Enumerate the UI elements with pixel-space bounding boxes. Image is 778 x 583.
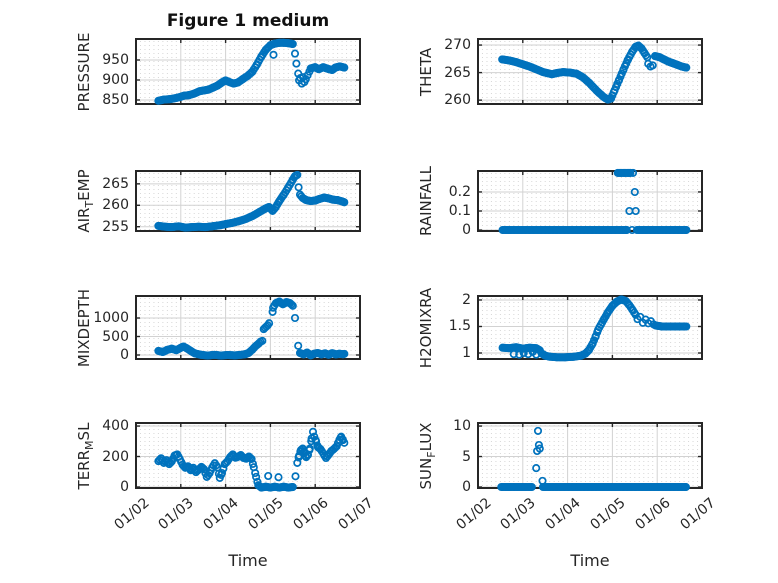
x-tick-label: 01/06 xyxy=(632,495,674,534)
y-axis-label-text: TERR xyxy=(75,449,93,489)
y-tick-label: 265 xyxy=(444,64,471,81)
axes-box xyxy=(477,422,703,489)
subplot-mixdepth-plot xyxy=(135,295,361,360)
x-tick-label: 01/04 xyxy=(542,495,584,534)
y-axis-label-mixdepth: MIXDEPTH xyxy=(74,258,94,398)
y-tick-label: 0 xyxy=(120,478,129,495)
y-tick-label: 2 xyxy=(462,291,471,308)
axes-box xyxy=(135,38,361,105)
y-axis-label-text: SUN xyxy=(417,457,435,489)
y-axis-label-text: THETA xyxy=(417,47,435,96)
minor-grid xyxy=(481,173,699,231)
x-tick-label: 01/06 xyxy=(290,495,332,534)
tick-marks xyxy=(478,39,702,104)
scatter-markers xyxy=(154,297,349,360)
y-tick-label: 900 xyxy=(102,72,129,88)
major-grid xyxy=(136,171,360,231)
figure-title: Figure 1 medium xyxy=(166,11,330,31)
minor-grid xyxy=(481,41,699,104)
tick-marks xyxy=(478,423,702,488)
y-axis-label-air-temp: AIRTEMP xyxy=(74,131,96,271)
y-tick-label: 200 xyxy=(102,448,129,465)
y-tick-label: 265 xyxy=(102,175,129,192)
scatter-markers xyxy=(154,427,349,492)
y-axis-label-text: EMP xyxy=(75,169,93,201)
y-axis-label-text: AIR xyxy=(75,207,93,233)
tick-marks xyxy=(136,39,360,104)
y-tick-label: 0.2 xyxy=(448,183,471,200)
axes-box xyxy=(135,170,361,232)
y-axis-label-text: PRESSURE xyxy=(75,32,93,111)
y-tick-label: 0 xyxy=(120,347,129,363)
y-tick-label: 5 xyxy=(462,448,471,465)
y-tick-label: 0.1 xyxy=(448,203,471,219)
x-axis-label: Time xyxy=(228,551,268,570)
y-axis-label-pressure: PRESSURE xyxy=(74,2,94,142)
minor-grid xyxy=(481,425,699,488)
y-axis-label-text: LUX xyxy=(417,422,435,451)
x-tick-label: 01/05 xyxy=(587,495,629,534)
scatter-markers xyxy=(498,295,691,362)
x-tick-label: 01/02 xyxy=(111,495,153,534)
major-grid xyxy=(478,39,702,104)
x-tick-label: 01/03 xyxy=(497,495,540,534)
tick-marks xyxy=(136,423,360,488)
y-tick-label: 400 xyxy=(102,418,129,435)
x-tick-label: 01/02 xyxy=(453,495,495,534)
subplot-theta-plot xyxy=(477,38,703,105)
y-tick-label: 0 xyxy=(462,479,471,496)
y-axis-label-subscript: F xyxy=(425,450,438,458)
scatter-markers xyxy=(497,426,690,492)
y-tick-label: 1000 xyxy=(93,310,129,326)
scatter-markers xyxy=(154,170,349,232)
y-tick-label: 260 xyxy=(444,92,471,109)
y-axis-label-text: MIXDEPTH xyxy=(75,288,93,367)
y-axis-label-text: H2OMIXRA xyxy=(417,287,435,368)
axes-box xyxy=(477,295,703,360)
x-axis-label: Time xyxy=(570,551,610,570)
subplot-air-temp-plot xyxy=(135,170,361,232)
y-tick-label: 10 xyxy=(453,418,471,435)
axes-box xyxy=(135,422,361,489)
y-tick-label: 260 xyxy=(102,197,129,214)
y-tick-label: 950 xyxy=(102,52,129,68)
x-tick-label: 01/04 xyxy=(200,495,242,534)
y-tick-label: 0 xyxy=(462,222,471,239)
x-tick-label: 01/07 xyxy=(335,495,377,534)
y-axis-label-terr-msl: TERRMSL xyxy=(74,386,96,526)
y-tick-label: 500 xyxy=(102,328,129,345)
y-tick-label: 270 xyxy=(444,37,471,54)
scatter-markers xyxy=(498,168,691,235)
subplot-pressure-plot xyxy=(135,38,361,105)
scatter-markers xyxy=(498,41,691,104)
y-axis-label-text: RAINFALL xyxy=(417,166,435,236)
y-axis-label-subscript: T xyxy=(83,200,96,208)
y-axis-label-theta: THETA xyxy=(416,2,436,142)
y-axis-label-sun-flux: SUNFLUX xyxy=(416,386,438,526)
y-tick-label: 255 xyxy=(102,218,129,235)
subplot-terr-msl-plot xyxy=(135,422,361,492)
subplot-sun-flux-plot xyxy=(477,422,703,492)
subplot-rainfall-plot xyxy=(477,168,703,235)
y-tick-label: 850 xyxy=(102,92,129,108)
x-tick-label: 01/07 xyxy=(677,495,719,534)
x-tick-label: 01/05 xyxy=(245,495,287,534)
y-axis-label-h2omixra: H2OMIXRA xyxy=(416,258,436,398)
scatter-markers xyxy=(154,38,349,105)
y-axis-label-text: SL xyxy=(75,422,93,440)
axes-box xyxy=(477,38,703,105)
axes-box xyxy=(135,295,361,360)
major-grid xyxy=(478,423,702,488)
y-tick-label: 1.5 xyxy=(448,318,471,335)
y-axis-label-rainfall: RAINFALL xyxy=(416,131,436,271)
x-tick-label: 01/03 xyxy=(155,495,198,534)
subplot-h2omixra-plot xyxy=(477,295,703,362)
y-axis-label-subscript: M xyxy=(83,439,96,450)
y-tick-label: 1 xyxy=(462,345,471,361)
